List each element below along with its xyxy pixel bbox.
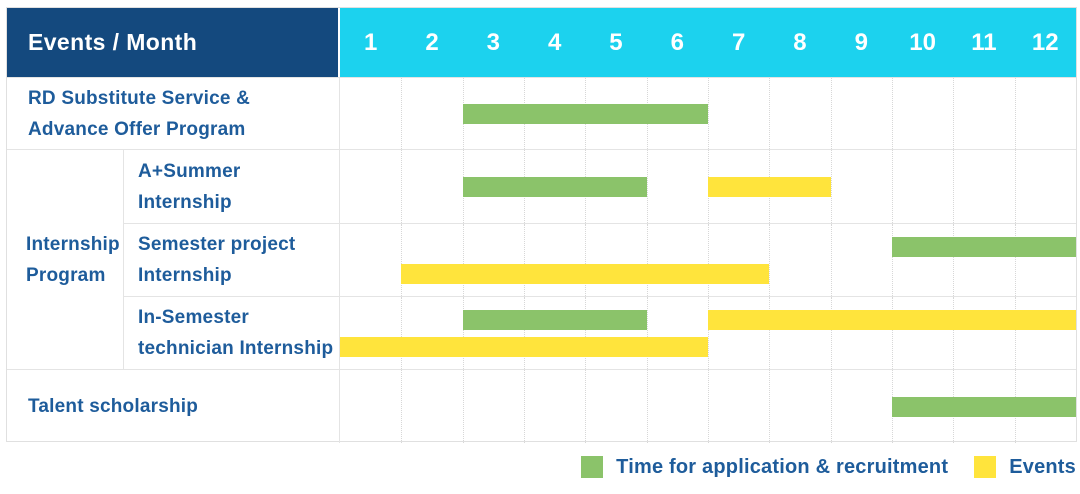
row-label-rd-substitute-service: RD Substitute Service & Advance Offer Pr… [7,78,340,149]
month-header-11: 11 [971,28,997,56]
month-gridline [401,297,403,369]
gantt-track-semester-project-internship [340,224,1076,296]
month-gridline [462,224,464,296]
row-rd-substitute-service: RD Substitute Service & Advance Offer Pr… [7,77,1076,149]
month-gridline [401,150,403,223]
month-gridline [524,297,525,369]
month-header-7: 7 [731,28,746,56]
month-gridline [646,224,648,296]
group-internship-program: Internship Program A+Summer Internship S… [7,149,1076,369]
month-gridline [1014,297,1016,369]
month-gridline [830,370,832,443]
month-gridline [646,370,648,443]
gantt-bar-green [462,103,708,124]
events-month-header: Events / Month [7,8,340,77]
month-gridline [892,150,893,223]
gantt-bar-green [462,176,647,197]
month-header-9: 9 [854,28,868,56]
month-gridline [830,224,832,296]
row-label-a-summer-internship: A+Summer Internship [124,150,340,223]
month-gridline [524,224,525,296]
row-label-in-semester-technician-internship: In-Semester technician Internship [124,297,340,369]
gantt-bar-green [892,396,1076,417]
month-gridline [769,297,771,369]
month-gridline [953,150,955,223]
month-gridline [892,78,893,149]
table-header-row: Events / Month 1 2 3 4 5 6 7 8 9 10 11 12 [7,8,1076,77]
row-label-semester-project-internship: Semester project Internship [124,224,340,296]
month-header-10: 10 [909,28,936,56]
month-gridline [708,297,709,369]
month-gridline [830,150,832,223]
month-gridline [1014,224,1016,296]
month-gridline [524,370,525,443]
month-header-5: 5 [609,28,623,56]
month-gridline [892,224,893,296]
month-gridline [401,224,403,296]
month-gridline [585,370,587,443]
gantt-track-rd-substitute-service [340,78,1076,149]
month-gridline [892,297,893,369]
month-header-6: 6 [670,28,684,56]
month-gridline [1014,150,1016,223]
month-gridline [708,224,709,296]
legend: Time for application & recruitment Event… [581,452,1076,482]
gantt-track-talent-scholarship [340,370,1076,443]
gantt-track-a-summer-internship [340,150,1076,223]
month-gridline [830,297,832,369]
month-gridline [401,78,403,149]
row-a-summer-internship: A+Summer Internship [124,150,1076,223]
row-talent-scholarship: Talent scholarship [7,369,1076,443]
legend-label-application-recruitment: Time for application & recruitment [616,455,949,478]
month-gridline [462,297,464,369]
gantt-bar-yellow [340,337,708,357]
gantt-bar-yellow [401,264,770,284]
month-gridline [646,150,648,223]
month-header-1: 1 [363,28,378,56]
month-gridline [769,78,771,149]
month-gridline [953,297,955,369]
gantt-bar-green [462,310,647,330]
month-gridline [708,78,709,149]
month-gridline [769,224,771,296]
month-gridline [830,78,832,149]
row-in-semester-technician-internship: In-Semester technician Internship [124,296,1076,369]
month-header-3: 3 [486,28,500,56]
month-gridline [646,297,648,369]
month-header-strip: 1 2 3 4 5 6 7 8 9 10 11 12 [340,8,1076,77]
month-header-8: 8 [793,28,807,56]
month-gridline [585,224,587,296]
gantt-bar-yellow [708,176,831,197]
group-label-internship-program: Internship Program [7,150,124,369]
month-gridline [708,370,709,443]
legend-swatch-application-recruitment [581,456,604,478]
month-gridline [953,224,955,296]
legend-swatch-events [974,456,997,478]
month-gridline [1014,78,1016,149]
row-semester-project-internship: Semester project Internship [124,223,1076,296]
gantt-bar-yellow [708,310,1076,330]
month-gridline [585,297,587,369]
month-header-12: 12 [1031,28,1059,56]
month-gridline [401,370,403,443]
gantt-track-in-semester-technician-internship [340,297,1076,369]
month-header-4: 4 [547,28,562,56]
group-subrows: A+Summer Internship Semester project Int… [124,150,1076,369]
month-gridline [462,370,464,443]
legend-label-events: Events [1009,455,1076,478]
gantt-bar-green [892,237,1076,257]
month-gridline [769,370,771,443]
month-header-2: 2 [425,28,439,56]
schedule-table: Events / Month 1 2 3 4 5 6 7 8 9 10 11 12 RD Substi… [6,7,1077,443]
row-label-talent-scholarship: Talent scholarship [7,370,340,443]
month-gridline [953,78,955,149]
